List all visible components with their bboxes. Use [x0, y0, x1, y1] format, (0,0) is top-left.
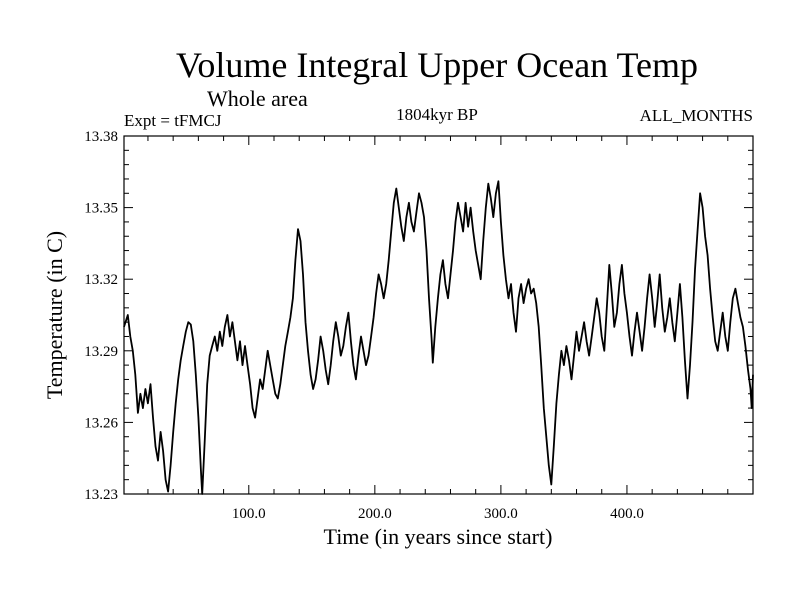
y-axis-title: Temperature (in C) [42, 231, 67, 399]
y-tick-label: 13.29 [84, 344, 118, 360]
x-tick-label: 300.0 [484, 506, 518, 522]
series-line-temperature [123, 180, 754, 495]
x-tick-label: 100.0 [232, 506, 266, 522]
x-axis-title: Time (in years since start) [324, 524, 553, 549]
y-tick-label: 13.23 [84, 487, 118, 503]
period-label: 1804kyr BP [396, 105, 478, 124]
axis-ticks [124, 136, 753, 494]
y-tick-label: 13.35 [84, 201, 118, 217]
experiment-label: Expt = tFMCJ [124, 111, 222, 130]
axis-tick-labels: 100.0 200.0 300.0 400.0 13.23 13.26 13.29 13.32… [84, 129, 644, 522]
y-tick-label: 13.38 [84, 129, 118, 145]
chart-title: Volume Integral Upper Ocean Temp [176, 45, 698, 85]
y-tick-label: 13.26 [84, 415, 118, 431]
plot-frame [123, 135, 754, 495]
months-label: ALL_MONTHS [640, 106, 753, 125]
y-tick-label: 13.32 [84, 272, 118, 288]
x-tick-label: 400.0 [610, 506, 644, 522]
x-tick-label: 200.0 [358, 506, 392, 522]
chart-subtitle: Whole area [207, 86, 308, 111]
